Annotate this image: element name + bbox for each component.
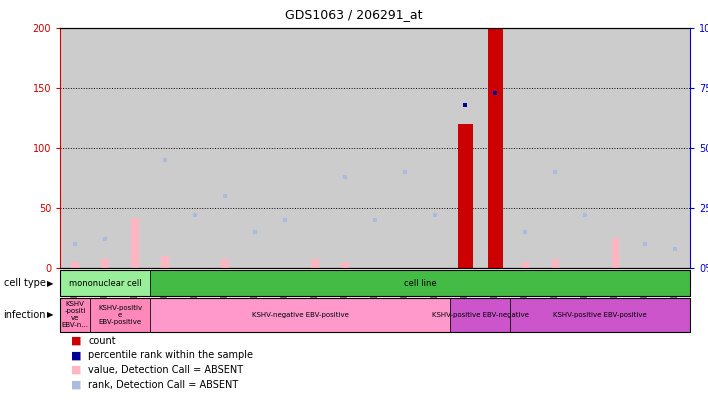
Text: ▶: ▶ [47, 310, 53, 320]
Text: KSHV-positive EBV-negative: KSHV-positive EBV-negative [432, 312, 529, 318]
Text: KSHV
-positi
ve
EBV-n...: KSHV -positi ve EBV-n... [62, 301, 88, 328]
Text: ■: ■ [71, 336, 81, 346]
Text: infection: infection [4, 310, 46, 320]
Bar [132, 218, 139, 268]
Text: KSHV-positiv
e
EBV-positive: KSHV-positiv e EBV-positive [98, 305, 142, 325]
Bar [222, 258, 229, 268]
Text: value, Detection Call = ABSENT: value, Detection Call = ABSENT [88, 365, 244, 375]
Bar [488, 28, 503, 268]
Bar [458, 124, 473, 268]
Bar [552, 258, 559, 268]
Text: count: count [88, 336, 116, 346]
Bar [161, 256, 169, 268]
Bar [72, 262, 79, 268]
Text: GDS1063 / 206291_at: GDS1063 / 206291_at [285, 8, 423, 21]
Text: rank, Detection Call = ABSENT: rank, Detection Call = ABSENT [88, 379, 239, 390]
Text: cell type: cell type [4, 278, 45, 288]
Text: KSHV-positive EBV-positive: KSHV-positive EBV-positive [554, 312, 647, 318]
Bar [312, 258, 319, 268]
Text: ■: ■ [71, 365, 81, 375]
Text: mononuclear cell: mononuclear cell [69, 279, 142, 288]
Bar [101, 258, 109, 268]
Bar [522, 262, 529, 268]
Text: ■: ■ [71, 350, 81, 360]
Text: KSHV-negative EBV-positive: KSHV-negative EBV-positive [252, 312, 348, 318]
Text: ▶: ▶ [47, 279, 53, 288]
Text: ■: ■ [71, 379, 81, 390]
Bar [612, 238, 619, 268]
Text: cell line: cell line [404, 279, 437, 288]
Text: percentile rank within the sample: percentile rank within the sample [88, 350, 253, 360]
Bar [341, 262, 349, 268]
